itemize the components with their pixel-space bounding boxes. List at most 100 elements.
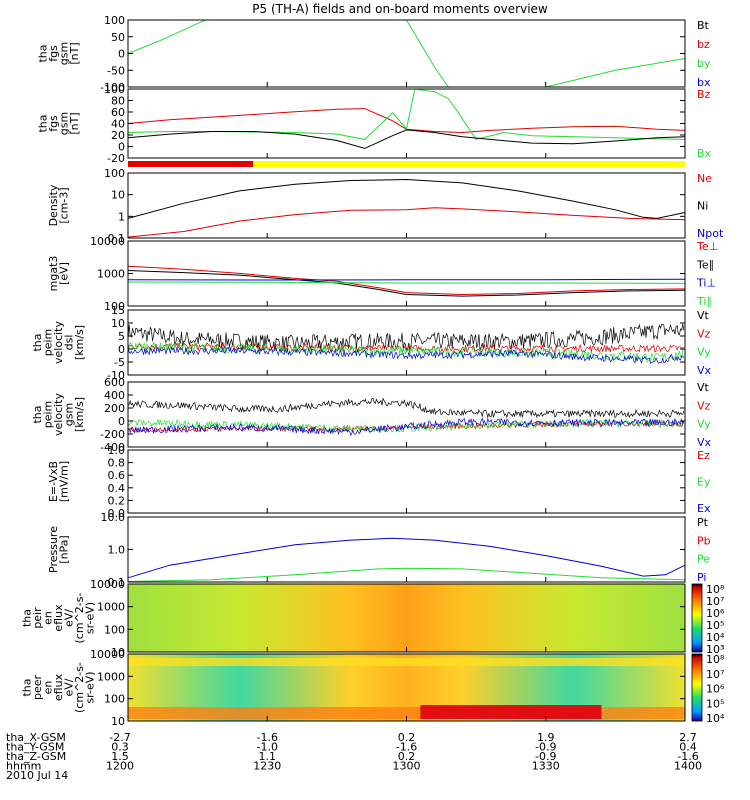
colorbar-label: 10³ [706,643,724,656]
date-label: 2010 Jul 14 [6,769,68,782]
y-tick-label: 100 [104,83,125,96]
y-tick-label: 10000 [90,235,125,248]
y-axis-label: peim [42,401,55,429]
x-row-value: -2.7 [109,731,130,744]
panel-frame [127,88,686,159]
heatmap-background [128,584,685,652]
y-tick-label: 10 [111,317,125,330]
y-axis-label: gsm [63,403,76,426]
y-tick-label: 100 [104,693,125,706]
heatmap-band-top [128,658,685,666]
y-tick-label: 1000 [97,670,125,683]
x-row-value: 0.3 [111,741,129,754]
y-tick-label: 200 [104,402,125,415]
colorbar-label: 10⁶ [706,683,725,696]
series-Ti∥ [127,281,686,284]
y-tick-label: 100 [104,300,125,313]
panel-p7: 1.00.80.60.40.20.0 E=-VxB[mV/m] Ez Ey Ex [47,444,711,520]
legend-entry: Ey [697,476,711,489]
series-Pe [127,567,686,582]
heatmap-hotspot [420,705,602,719]
y-axis-label: Density [47,184,60,226]
x-row-label: hhmm [6,760,41,773]
panel-frame [127,172,686,239]
y-tick-label: 600 [104,376,125,389]
y-axis-label: eflux [52,604,65,632]
legend-entry: Vy [697,346,711,359]
x-row-value: -0.9 [535,750,556,763]
x-row-value: -0.9 [535,741,556,754]
legend-entry: Pe [697,553,710,566]
legend-entry: Vx [697,436,712,449]
colorbar-label: 10⁸ [706,653,725,666]
legend-entry: Vz [697,327,711,340]
series-Vt [127,323,685,352]
x-row-value: 1200 [106,760,134,773]
y-tick-label: 5 [118,330,125,343]
y-axis-label: [km/s] [73,325,86,360]
y-axis-label: peim [42,329,55,357]
legend-entry: Vz [697,399,711,412]
colorbar-label: 10⁴ [706,712,725,725]
y-axis-label: (cm^2-s- [73,593,86,644]
series-by [127,19,686,88]
plot-title: P5 (TH-A) fields and on-board moments ov… [252,2,548,16]
series-Vx [127,417,685,437]
series-Ne [127,207,686,238]
y-tick-label: 10.0 [101,511,126,524]
y-tick-label: 15 [111,304,125,317]
panel-frame [127,19,686,88]
y-tick-label: 100 [104,167,125,180]
legend-entry: Ez [697,449,710,462]
y-tick-label: 0 [118,48,125,61]
y-axis-label: [nT] [68,42,81,64]
x-row-value: 0.4 [679,741,697,754]
y-axis-label: gsm [57,112,70,135]
y-axis-label: eV/ [63,609,76,627]
legend-entry: Ti∥ [696,295,712,308]
y-axis-label: dsl [63,335,76,351]
y-tick-label: 1000 [97,268,125,281]
colorbar-label: 10⁵ [706,697,724,710]
series-Te∥ [127,270,686,297]
y-axis-label: [nT] [68,112,81,134]
y-axis-label: [eV] [57,262,70,285]
y-axis-label: fgs [47,115,60,132]
legend-entry: Pt [697,516,709,529]
x-row-value: 1400 [674,760,702,773]
x-row-value: 0.2 [398,731,416,744]
x-row-value: 1.9 [537,731,555,744]
y-axis-label: [nPa] [57,535,70,563]
y-axis-label: peir [31,607,44,629]
legend-entry: Bx [697,147,712,160]
colorbar-label: 10⁸ [706,583,725,596]
panel-p4: 10000 1000 100 mgat3[eV] Te⊥ Te∥ Ti⊥ Ti∥ [47,235,718,313]
y-tick-label: 0.8 [108,457,126,470]
y-tick-label: 1.0 [108,544,126,557]
y-tick-label: -50 [107,64,125,77]
panel-p3: 100 10 1 0.1 Density[cm-3] Ne Ni Npot [47,167,724,245]
legend-entry: Te⊥ [696,240,718,253]
legend-entry: Vy [697,418,711,431]
colorbar-bar [691,583,703,653]
y-tick-label: 0.1 [108,576,126,589]
panel-p8: 10.0 1.0 0.1 Pressure[nPa] Pt Pb Pe Pi [47,511,711,589]
panel-frame [127,381,686,448]
legend-entry: Vx [697,364,712,377]
y-axis-label: velocity [52,321,65,364]
x-row-value: 1330 [532,760,560,773]
y-axis-label: sr-eV) [84,602,97,634]
y-tick-label: 400 [104,389,125,402]
series-Vt [127,397,685,419]
y-tick-label: -400 [100,441,125,454]
x-row-value: 1300 [393,760,421,773]
y-tick-label: 1 [118,210,125,223]
y-axis-label: fgs [47,45,60,62]
colorbar-label: 10⁷ [706,668,724,681]
legend-entry: Ti⊥ [696,277,716,290]
series-Vy [127,341,685,363]
